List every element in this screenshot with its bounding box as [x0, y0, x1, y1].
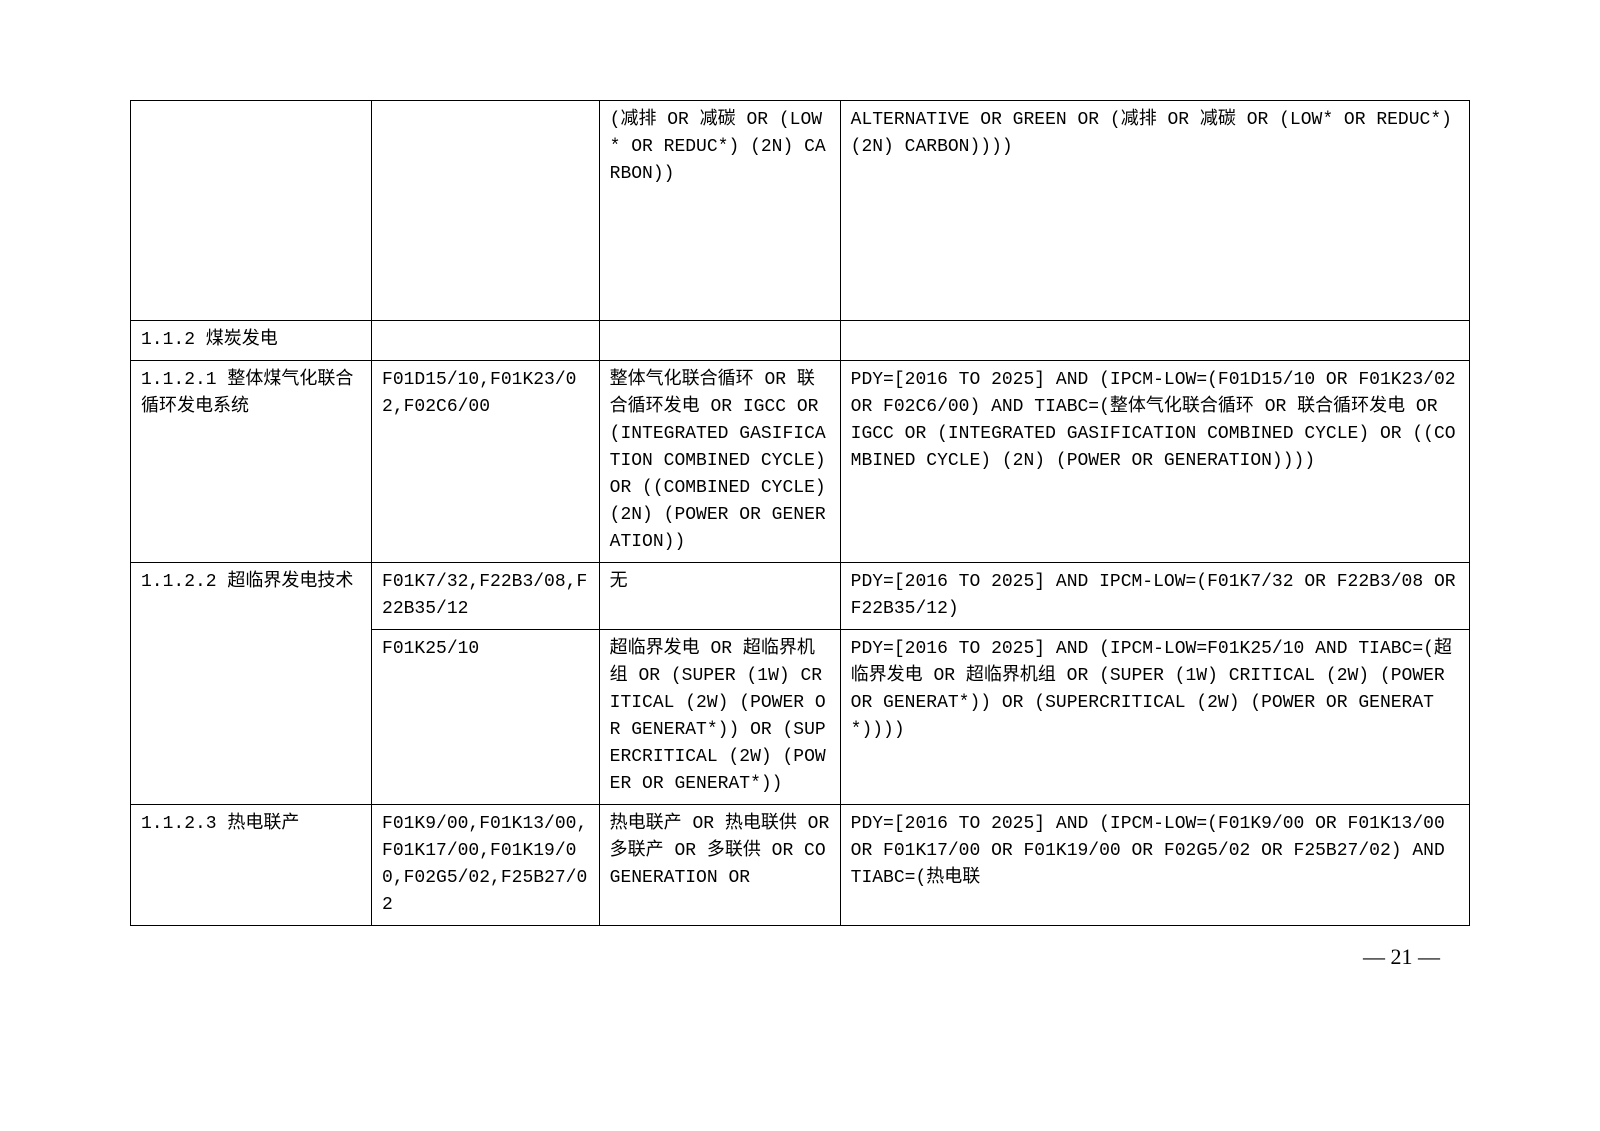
- cell-query: PDY=[2016 TO 2025] AND (IPCM-LOW=(F01D15…: [840, 361, 1469, 563]
- cell-keywords: [599, 321, 840, 361]
- cell-query: PDY=[2016 TO 2025] AND (IPCM-LOW=(F01K9/…: [840, 805, 1469, 926]
- classification-table: (减排 OR 减碳 OR (LOW* OR REDUC*) (2N) CARBO…: [130, 100, 1470, 926]
- cell-code: F01K7/32,F22B3/08,F22B35/12: [372, 563, 600, 630]
- cell-keywords: 整体气化联合循环 OR 联合循环发电 OR IGCC OR (INTEGRATE…: [599, 361, 840, 563]
- table-row: (减排 OR 减碳 OR (LOW* OR REDUC*) (2N) CARBO…: [131, 101, 1470, 321]
- cell-keywords: 无: [599, 563, 840, 630]
- cell-code: [372, 321, 600, 361]
- cell-query: PDY=[2016 TO 2025] AND IPCM-LOW=(F01K7/3…: [840, 563, 1469, 630]
- table-row: 1.1.2.2 超临界发电技术 F01K7/32,F22B3/08,F22B35…: [131, 563, 1470, 630]
- cell-category: 1.1.2.1 整体煤气化联合循环发电系统: [131, 361, 372, 563]
- cell-keywords: 超临界发电 OR 超临界机组 OR (SUPER (1W) CRITICAL (…: [599, 630, 840, 805]
- cell-category: 1.1.2.3 热电联产: [131, 805, 372, 926]
- cell-query: [840, 321, 1469, 361]
- cell-category: 1.1.2.2 超临界发电技术: [131, 563, 372, 805]
- cell-category: [131, 101, 372, 321]
- cell-code: [372, 101, 600, 321]
- cell-code: F01D15/10,F01K23/02,F02C6/00: [372, 361, 600, 563]
- cell-query: PDY=[2016 TO 2025] AND (IPCM-LOW=F01K25/…: [840, 630, 1469, 805]
- table-row: 1.1.2.3 热电联产 F01K9/00,F01K13/00,F01K17/0…: [131, 805, 1470, 926]
- cell-query: ALTERNATIVE OR GREEN OR (减排 OR 减碳 OR (LO…: [840, 101, 1469, 321]
- cell-keywords: (减排 OR 减碳 OR (LOW* OR REDUC*) (2N) CARBO…: [599, 101, 840, 321]
- cell-code: F01K25/10: [372, 630, 600, 805]
- cell-category: 1.1.2 煤炭发电: [131, 321, 372, 361]
- cell-keywords: 热电联产 OR 热电联供 OR 多联产 OR 多联供 OR COGENERATI…: [599, 805, 840, 926]
- table-row: 1.1.2 煤炭发电: [131, 321, 1470, 361]
- page-number: — 21 —: [130, 944, 1470, 970]
- cell-code: F01K9/00,F01K13/00,F01K17/00,F01K19/00,F…: [372, 805, 600, 926]
- table-row: 1.1.2.1 整体煤气化联合循环发电系统 F01D15/10,F01K23/0…: [131, 361, 1470, 563]
